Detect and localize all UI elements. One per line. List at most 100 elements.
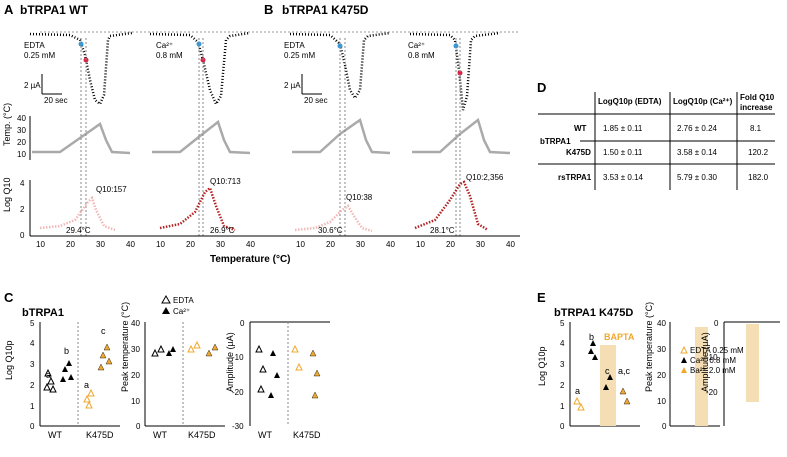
y-tick: 0 [240, 319, 245, 328]
y-tick: 20 [657, 371, 666, 380]
cond1-label: EDTA [284, 41, 305, 50]
alignment-lines [80, 38, 461, 236]
panel-letter-e: E [537, 290, 546, 305]
panel-b-current-traces: EDTA 0.25 mM Ca²⁺ 0.8 mM 2 µA 20 sec [284, 31, 501, 111]
x-cat: WT [48, 430, 62, 440]
peak-temp-label: 29.4°C [66, 226, 91, 235]
x-tick: 10 [36, 240, 45, 249]
y-tick: 5 [560, 319, 565, 328]
panel-c-title: bTRPA1 [22, 307, 64, 319]
legend-label: EDTA [173, 296, 194, 305]
logq-tick: 0 [20, 231, 25, 240]
x-tick: 40 [506, 240, 515, 249]
x-tick: 30 [96, 240, 105, 249]
x-tick: 20 [66, 240, 75, 249]
temperature-xlabel: Temperature (°C) [210, 254, 291, 265]
cell: 5.79 ± 0.30 [677, 173, 718, 182]
ylabel: Log Q10p [4, 340, 14, 380]
table-header: LogQ10p (Ca²⁺) [673, 97, 733, 106]
y-tick: -20 [706, 388, 718, 397]
panel-a-title: bTRPA1 WT [20, 3, 88, 17]
legend-marker-ca [681, 357, 687, 363]
y-tick: 3 [30, 360, 35, 369]
cond2-conc: 0.8 mM [408, 51, 435, 60]
sig-letter: a [84, 380, 89, 390]
row-label: rsTRPA1 [558, 173, 592, 182]
x-tick: 30 [216, 240, 225, 249]
x-tick: 30 [356, 240, 365, 249]
row-label: K475D [566, 148, 591, 157]
cond1-conc: 0.25 mM [284, 51, 315, 60]
panel-letter-b: B [264, 2, 273, 17]
q10-label: Q10:38 [346, 193, 373, 202]
table-header: Fold Q10 [740, 93, 775, 102]
logq-tick: 4 [20, 179, 25, 188]
sig-letter: a,c [618, 366, 631, 376]
legend-label: EDTA 0.25 mM [690, 346, 744, 355]
cond1-label: EDTA [24, 41, 45, 50]
x-cat: K475D [293, 430, 321, 440]
y-tick: 4 [30, 339, 35, 348]
cond2-label: Ca²⁺ [408, 41, 425, 50]
panel-d-table: LogQ10p (EDTA) LogQ10p (Ca²⁺) Fold Q10 i… [538, 92, 775, 190]
y-tick: 3 [560, 360, 565, 369]
y-tick: 40 [131, 319, 140, 328]
panel-c: bTRPA1 Log Q10p 5 4 3 2 1 0 WT K475D a b… [4, 294, 330, 440]
q10-label: Q10:713 [210, 177, 241, 186]
legend-marker-edta [680, 345, 688, 354]
bapta-highlight [746, 324, 759, 402]
cell: 182.0 [748, 173, 769, 182]
sig-letter: c [101, 326, 106, 336]
y-tick: 0 [30, 422, 35, 431]
y-tick: -10 [232, 353, 244, 362]
x-tick: 10 [296, 240, 305, 249]
y-tick: 0 [136, 422, 141, 431]
y-tick: 20 [131, 371, 140, 380]
y-tick: 4 [560, 339, 565, 348]
peak-temp-label: 30.6°C [318, 226, 343, 235]
q10-label: Q10:157 [96, 185, 127, 194]
cell: 1.50 ± 0.11 [603, 148, 643, 157]
x-tick: 30 [476, 240, 485, 249]
logq10-plots: Log Q10 4 2 0 Q10:157 29.4°C Q10:713 26.… [2, 173, 520, 265]
x-cat: WT [153, 430, 167, 440]
logq-tick: 2 [20, 205, 25, 214]
scale-current: 2 µA [24, 81, 41, 90]
x-tick: 20 [326, 240, 335, 249]
y-tick: 40 [657, 319, 666, 328]
x-tick: 10 [416, 240, 425, 249]
cell: 3.58 ± 0.14 [677, 148, 718, 157]
sig-letter: b [64, 346, 69, 356]
bapta-highlight [695, 327, 708, 426]
ylabel: Amplitude (µA) [225, 332, 235, 392]
bapta-highlight [600, 345, 616, 426]
cell: 3.53 ± 0.14 [603, 173, 644, 182]
panel-letter-c: C [4, 290, 14, 305]
y-tick: 10 [657, 397, 666, 406]
panel-b-title: bTRPA1 K475D [282, 3, 369, 17]
scale-time: 20 sec [304, 96, 328, 105]
temp-tick: 40 [17, 114, 26, 123]
y-tick: 2 [560, 381, 565, 390]
legend-marker-ca [162, 307, 170, 314]
x-tick: 20 [186, 240, 195, 249]
table-group: bTRPA1 [540, 137, 571, 146]
sig-letter: c [605, 366, 610, 376]
panel-letter-a: A [4, 2, 14, 17]
x-cat: WT [258, 430, 272, 440]
panel-e-title: bTRPA1 K475D [554, 307, 633, 319]
q10-label: Q10:2,356 [466, 173, 504, 182]
y-tick: 1 [30, 402, 35, 411]
cell: 1.85 ± 0.11 [603, 124, 643, 133]
marker-red [457, 70, 463, 76]
cell: 8.1 [750, 124, 762, 133]
temp-tick: 30 [17, 126, 26, 135]
y-tick: -20 [232, 388, 244, 397]
temperature-traces: Temp. (°C) 40 30 20 10 [2, 103, 511, 160]
x-cat: K475D [188, 430, 216, 440]
x-tick: 40 [126, 240, 135, 249]
y-tick: 1 [560, 402, 565, 411]
y-tick: -10 [706, 353, 718, 362]
legend-label: Ba²⁺ 2.0 mM [690, 366, 736, 375]
